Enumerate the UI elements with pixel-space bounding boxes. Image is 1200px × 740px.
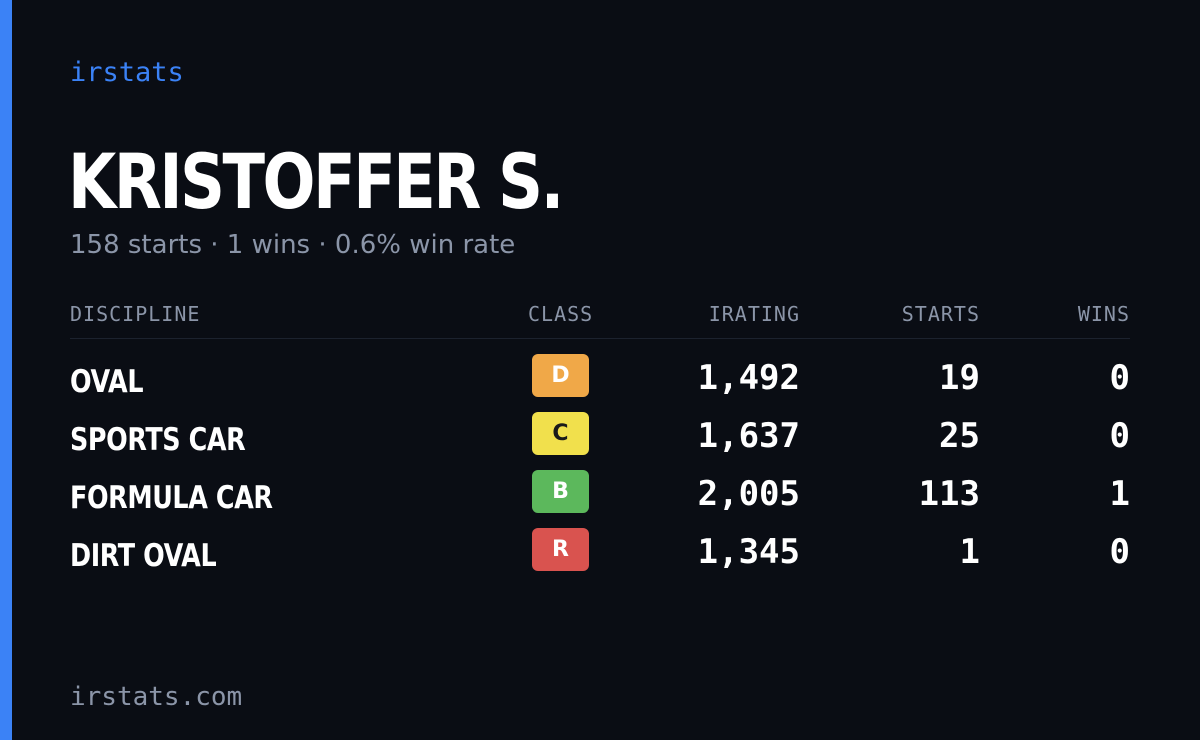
license-class-badge: C: [532, 412, 589, 455]
table-row: SPORTS CAR C 1,637 25 0: [70, 412, 1130, 470]
header-class: CLASS: [528, 302, 594, 326]
driver-summary: 158 starts · 1 wins · 0.6% win rate: [70, 230, 516, 260]
starts-value: 19: [939, 358, 980, 398]
header-irating: IRATING: [708, 302, 800, 326]
irating-value: 1,492: [697, 358, 800, 398]
irating-value: 1,345: [697, 532, 800, 572]
brand-logo-text: irstats: [70, 57, 184, 88]
starts-value: 25: [939, 416, 980, 456]
table-row: FORMULA CAR B 2,005 113 1: [70, 470, 1130, 528]
license-class-badge: R: [532, 528, 589, 571]
stats-table-header: DISCIPLINE CLASS IRATING STARTS WINS: [70, 300, 1130, 339]
wins-value: 0: [1109, 532, 1130, 572]
driver-name: KRISTOFFER S.: [68, 137, 564, 226]
license-class-badge: B: [532, 470, 589, 513]
discipline-name: SPORTS CAR: [70, 422, 246, 458]
header-discipline: DISCIPLINE: [70, 302, 201, 326]
footer-domain: irstats.com: [70, 682, 243, 712]
starts-value: 113: [918, 474, 980, 514]
table-row: DIRT OVAL R 1,345 1 0: [70, 528, 1130, 586]
discipline-name: OVAL: [70, 364, 144, 400]
irating-value: 1,637: [697, 416, 800, 456]
discipline-name: DIRT OVAL: [70, 538, 217, 574]
header-starts: STARTS: [901, 302, 980, 326]
wins-value: 0: [1109, 358, 1130, 398]
header-wins: WINS: [1077, 302, 1130, 326]
wins-value: 1: [1109, 474, 1130, 514]
irating-value: 2,005: [697, 474, 800, 514]
accent-bar: [0, 0, 12, 740]
table-row: OVAL D 1,492 19 0: [70, 354, 1130, 412]
starts-value: 1: [959, 532, 980, 572]
wins-value: 0: [1109, 416, 1130, 456]
license-class-badge: D: [532, 354, 589, 397]
discipline-name: FORMULA CAR: [70, 480, 273, 516]
